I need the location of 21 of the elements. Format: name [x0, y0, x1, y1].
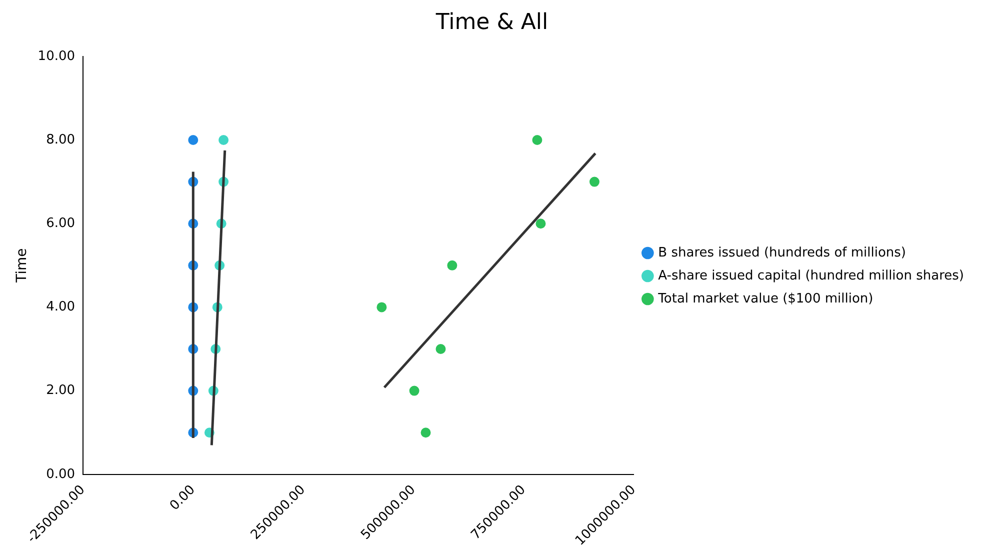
legend-label: B shares issued (hundreds of millions)	[658, 245, 906, 260]
point	[409, 386, 420, 396]
point	[420, 428, 431, 438]
point	[376, 302, 387, 312]
legend-label: A-share issued capital (hundred million shares)	[658, 268, 964, 284]
point	[589, 176, 600, 187]
y-tick-label: 0.00	[46, 466, 76, 482]
point	[532, 135, 542, 145]
point	[536, 218, 546, 229]
y-tick-label: 4.00	[46, 300, 76, 315]
legend-label: Total market value ($100 million)	[657, 291, 874, 306]
y-tick-label: 6.00	[46, 216, 76, 231]
point	[447, 260, 458, 270]
y-axis-title: Time	[14, 248, 30, 284]
y-tick-label: 10.00	[38, 48, 76, 64]
point	[188, 135, 198, 145]
y-tick-label: 2.00	[46, 383, 76, 398]
y-tick-label: 8.00	[46, 132, 76, 148]
point	[436, 344, 446, 354]
chart-title: Time & All	[434, 10, 548, 35]
point	[218, 135, 229, 145]
